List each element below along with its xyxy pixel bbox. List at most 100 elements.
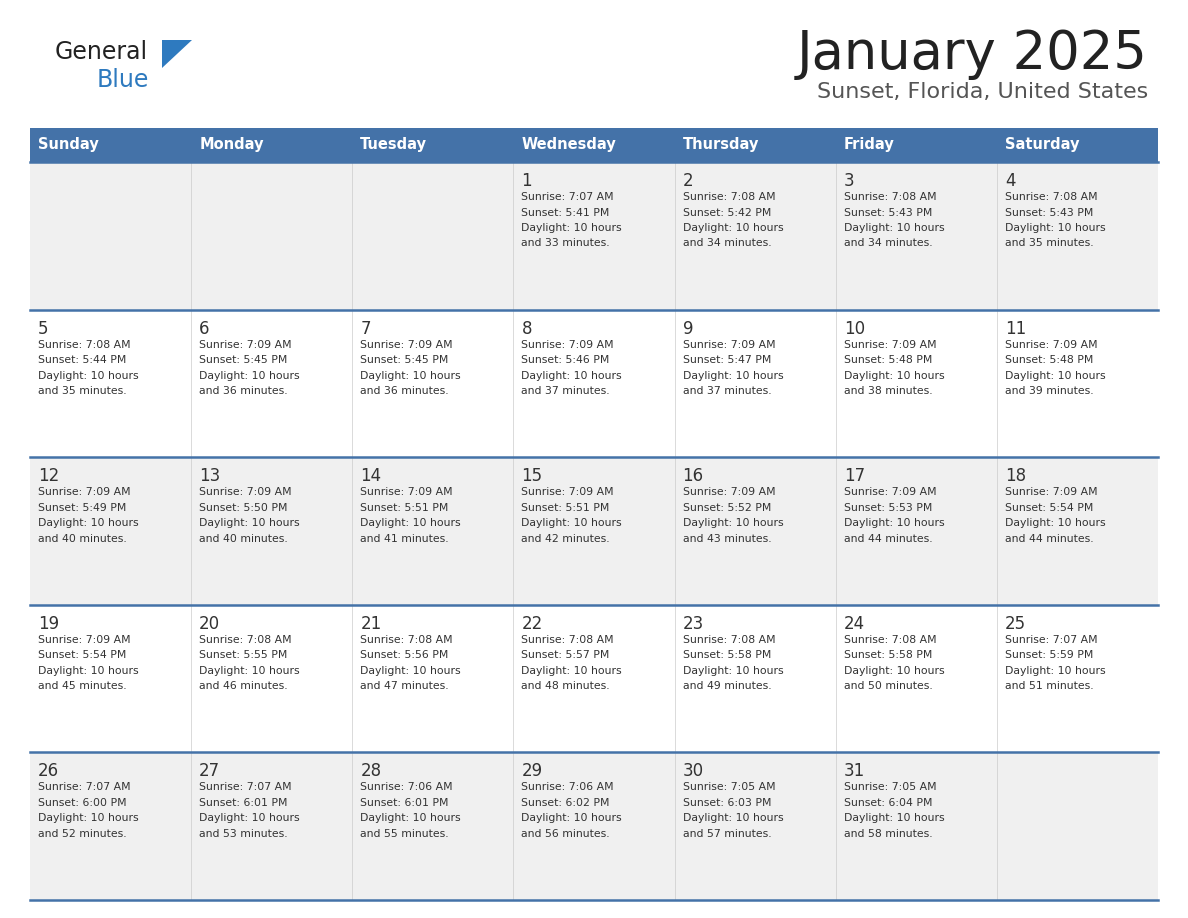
Text: 26: 26 xyxy=(38,763,59,780)
Text: Sunrise: 7:08 AM: Sunrise: 7:08 AM xyxy=(843,635,936,644)
Bar xyxy=(191,457,353,605)
Text: 14: 14 xyxy=(360,467,381,486)
Text: Daylight: 10 hours: Daylight: 10 hours xyxy=(200,371,299,381)
Bar xyxy=(30,605,191,753)
Text: Daylight: 10 hours: Daylight: 10 hours xyxy=(522,666,623,676)
Text: Sunrise: 7:09 AM: Sunrise: 7:09 AM xyxy=(683,487,776,498)
Text: Daylight: 10 hours: Daylight: 10 hours xyxy=(1005,518,1106,528)
Bar xyxy=(675,605,835,753)
Text: Sunset: 5:47 PM: Sunset: 5:47 PM xyxy=(683,355,771,365)
Text: Sunset, Florida, United States: Sunset, Florida, United States xyxy=(817,82,1148,102)
Text: 16: 16 xyxy=(683,467,703,486)
Text: Sunrise: 7:09 AM: Sunrise: 7:09 AM xyxy=(843,487,936,498)
Text: and 39 minutes.: and 39 minutes. xyxy=(1005,386,1093,396)
Text: Sunset: 5:59 PM: Sunset: 5:59 PM xyxy=(1005,650,1093,660)
Text: and 38 minutes.: and 38 minutes. xyxy=(843,386,933,396)
Text: 15: 15 xyxy=(522,467,543,486)
Text: 13: 13 xyxy=(200,467,221,486)
Bar xyxy=(997,753,1158,900)
Text: Sunset: 5:56 PM: Sunset: 5:56 PM xyxy=(360,650,449,660)
Text: 19: 19 xyxy=(38,615,59,633)
Text: Sunset: 5:52 PM: Sunset: 5:52 PM xyxy=(683,503,771,512)
Text: Daylight: 10 hours: Daylight: 10 hours xyxy=(360,666,461,676)
Text: Sunset: 5:41 PM: Sunset: 5:41 PM xyxy=(522,207,609,218)
Bar xyxy=(997,309,1158,457)
Bar xyxy=(191,162,353,309)
Text: 29: 29 xyxy=(522,763,543,780)
Text: 8: 8 xyxy=(522,319,532,338)
Text: Daylight: 10 hours: Daylight: 10 hours xyxy=(200,666,299,676)
Text: and 34 minutes.: and 34 minutes. xyxy=(683,239,771,249)
Text: Daylight: 10 hours: Daylight: 10 hours xyxy=(200,813,299,823)
Text: Sunrise: 7:09 AM: Sunrise: 7:09 AM xyxy=(843,340,936,350)
Text: and 57 minutes.: and 57 minutes. xyxy=(683,829,771,839)
Bar xyxy=(30,162,191,309)
Text: Sunset: 5:43 PM: Sunset: 5:43 PM xyxy=(843,207,933,218)
Text: and 58 minutes.: and 58 minutes. xyxy=(843,829,933,839)
Text: Sunrise: 7:08 AM: Sunrise: 7:08 AM xyxy=(843,192,936,202)
Text: and 46 minutes.: and 46 minutes. xyxy=(200,681,287,691)
Text: 1: 1 xyxy=(522,172,532,190)
Bar xyxy=(997,605,1158,753)
Text: Tuesday: Tuesday xyxy=(360,138,428,152)
Bar xyxy=(997,457,1158,605)
Text: Daylight: 10 hours: Daylight: 10 hours xyxy=(683,666,783,676)
Text: 20: 20 xyxy=(200,615,220,633)
Text: Sunrise: 7:09 AM: Sunrise: 7:09 AM xyxy=(522,340,614,350)
Bar xyxy=(835,128,997,162)
Bar xyxy=(353,605,513,753)
Text: and 42 minutes.: and 42 minutes. xyxy=(522,533,611,543)
Text: Sunset: 5:42 PM: Sunset: 5:42 PM xyxy=(683,207,771,218)
Bar xyxy=(191,753,353,900)
Text: Sunset: 5:51 PM: Sunset: 5:51 PM xyxy=(360,503,449,512)
Bar xyxy=(513,605,675,753)
Text: and 36 minutes.: and 36 minutes. xyxy=(360,386,449,396)
Text: 27: 27 xyxy=(200,763,220,780)
Bar xyxy=(30,309,191,457)
Text: Sunrise: 7:06 AM: Sunrise: 7:06 AM xyxy=(522,782,614,792)
Text: and 49 minutes.: and 49 minutes. xyxy=(683,681,771,691)
Text: and 40 minutes.: and 40 minutes. xyxy=(38,533,127,543)
Text: Daylight: 10 hours: Daylight: 10 hours xyxy=(38,518,139,528)
Text: Sunrise: 7:08 AM: Sunrise: 7:08 AM xyxy=(38,340,131,350)
Polygon shape xyxy=(162,40,192,68)
Bar xyxy=(513,128,675,162)
Text: Daylight: 10 hours: Daylight: 10 hours xyxy=(843,813,944,823)
Text: Sunrise: 7:09 AM: Sunrise: 7:09 AM xyxy=(522,487,614,498)
Bar xyxy=(513,309,675,457)
Text: Sunset: 5:45 PM: Sunset: 5:45 PM xyxy=(360,355,449,365)
Text: Sunrise: 7:06 AM: Sunrise: 7:06 AM xyxy=(360,782,453,792)
Text: 12: 12 xyxy=(38,467,59,486)
Text: Sunrise: 7:08 AM: Sunrise: 7:08 AM xyxy=(200,635,292,644)
Text: 10: 10 xyxy=(843,319,865,338)
Text: Sunset: 5:58 PM: Sunset: 5:58 PM xyxy=(683,650,771,660)
Text: 17: 17 xyxy=(843,467,865,486)
Text: Daylight: 10 hours: Daylight: 10 hours xyxy=(522,371,623,381)
Text: Sunrise: 7:08 AM: Sunrise: 7:08 AM xyxy=(1005,192,1098,202)
Text: Sunrise: 7:09 AM: Sunrise: 7:09 AM xyxy=(1005,487,1098,498)
Text: and 43 minutes.: and 43 minutes. xyxy=(683,533,771,543)
Bar xyxy=(675,162,835,309)
Text: 3: 3 xyxy=(843,172,854,190)
Text: Sunset: 5:46 PM: Sunset: 5:46 PM xyxy=(522,355,609,365)
Text: Daylight: 10 hours: Daylight: 10 hours xyxy=(360,518,461,528)
Bar xyxy=(675,457,835,605)
Text: 2: 2 xyxy=(683,172,693,190)
Text: 18: 18 xyxy=(1005,467,1026,486)
Text: 25: 25 xyxy=(1005,615,1026,633)
Bar xyxy=(191,309,353,457)
Text: Sunrise: 7:05 AM: Sunrise: 7:05 AM xyxy=(683,782,776,792)
Bar xyxy=(835,162,997,309)
Bar xyxy=(835,753,997,900)
Bar xyxy=(30,753,191,900)
Text: Sunset: 6:00 PM: Sunset: 6:00 PM xyxy=(38,798,127,808)
Bar xyxy=(353,753,513,900)
Text: 5: 5 xyxy=(38,319,49,338)
Text: and 33 minutes.: and 33 minutes. xyxy=(522,239,611,249)
Text: 6: 6 xyxy=(200,319,209,338)
Bar xyxy=(835,457,997,605)
Text: Daylight: 10 hours: Daylight: 10 hours xyxy=(683,518,783,528)
Text: and 37 minutes.: and 37 minutes. xyxy=(522,386,611,396)
Text: Daylight: 10 hours: Daylight: 10 hours xyxy=(683,371,783,381)
Bar xyxy=(191,128,353,162)
